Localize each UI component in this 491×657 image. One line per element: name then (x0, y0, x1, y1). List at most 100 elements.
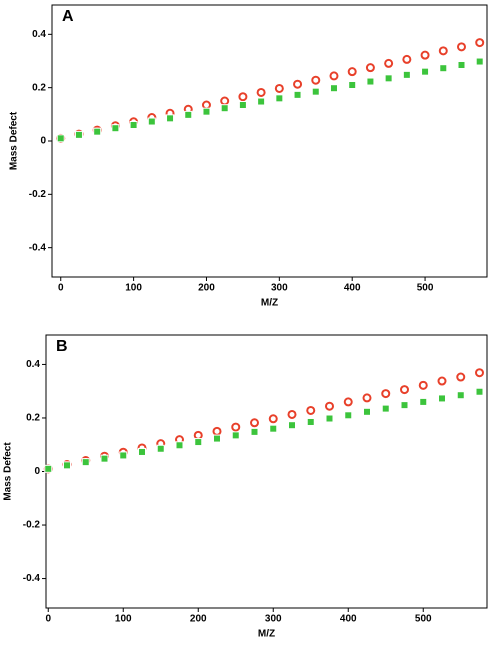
y-axis-label: Mass Defect (3, 442, 14, 501)
y-tick-label: 0 (40, 136, 46, 147)
x-tick-label: 500 (417, 283, 434, 294)
square-marker (325, 414, 334, 423)
square-marker (93, 127, 102, 136)
circle-marker (306, 405, 316, 415)
square-marker (156, 444, 165, 453)
x-tick-label: 400 (344, 283, 361, 294)
square-marker (363, 407, 371, 416)
square-marker (311, 87, 320, 96)
square-marker (129, 121, 138, 129)
square-marker (213, 434, 221, 443)
x-tick-label: 300 (265, 614, 282, 625)
square-marker (63, 461, 71, 470)
circle-marker (231, 422, 241, 432)
circle-marker (402, 54, 412, 64)
square-marker (475, 57, 484, 66)
square-marker (194, 438, 203, 447)
circle-marker (365, 63, 375, 73)
x-axis-label: M/Z (258, 629, 275, 640)
circle-marker (193, 430, 203, 440)
x-tick-label: 100 (125, 283, 142, 294)
square-marker (100, 454, 109, 463)
y-tick-label: 0.4 (26, 359, 40, 370)
circle-marker (420, 50, 430, 60)
square-marker (250, 427, 259, 436)
circle-marker (325, 401, 334, 411)
square-marker (184, 110, 193, 119)
circle-marker (437, 376, 447, 386)
square-marker (119, 451, 128, 460)
square-marker (306, 417, 315, 426)
square-marker (81, 458, 90, 467)
panel-label: B (56, 338, 68, 355)
y-tick-label: -0.2 (29, 189, 47, 200)
plot-frame (45, 334, 488, 609)
square-marker (366, 77, 375, 86)
x-tick-label: 200 (190, 614, 207, 625)
circle-marker (475, 38, 485, 48)
y-tick-label: -0.4 (23, 573, 41, 584)
circle-marker (287, 409, 297, 419)
circle-marker (201, 100, 211, 110)
plot-frame (51, 4, 488, 278)
circle-marker (311, 75, 321, 85)
square-marker (419, 397, 428, 406)
square-marker (293, 90, 302, 99)
square-marker (231, 431, 240, 440)
circle-marker (362, 393, 372, 403)
square-marker (44, 464, 53, 473)
y-tick-label: 0 (34, 466, 40, 477)
square-marker (175, 441, 184, 450)
square-marker (202, 107, 211, 116)
square-marker (402, 70, 411, 79)
y-tick-label: 0.4 (32, 29, 46, 40)
y-axis-label: Mass Defect (9, 111, 20, 170)
square-marker (439, 64, 448, 73)
square-marker (384, 74, 393, 83)
x-tick-label: 200 (198, 283, 215, 294)
square-marker (111, 124, 120, 133)
square-marker (288, 421, 296, 430)
square-marker (238, 101, 247, 109)
circle-marker (418, 380, 428, 390)
circle-marker (343, 397, 353, 407)
x-tick-label: 0 (45, 614, 51, 625)
square-marker (456, 391, 465, 400)
panel-label: A (62, 8, 74, 25)
circle-marker (212, 426, 222, 436)
y-tick-label: 0.2 (32, 82, 46, 93)
square-marker (475, 387, 484, 396)
y-tick-label: 0.2 (26, 413, 40, 424)
square-marker (147, 117, 156, 126)
circle-marker (268, 414, 278, 424)
square-marker (220, 104, 229, 113)
circle-marker (400, 385, 409, 395)
circle-marker (250, 418, 259, 428)
square-marker (381, 404, 390, 413)
square-marker (275, 94, 284, 103)
circle-marker (384, 58, 394, 68)
x-tick-label: 400 (340, 614, 357, 625)
circle-marker (438, 46, 448, 56)
square-marker (166, 114, 175, 123)
square-marker (138, 447, 146, 456)
x-tick-label: 300 (271, 283, 288, 294)
x-tick-label: 0 (58, 283, 64, 294)
circle-marker (293, 79, 303, 89)
square-marker (421, 67, 430, 76)
circle-marker (456, 42, 466, 52)
circle-marker (381, 389, 391, 399)
circle-marker (256, 87, 266, 97)
square-marker (257, 97, 266, 106)
square-marker (56, 134, 65, 143)
square-marker (74, 130, 83, 139)
circle-marker (220, 96, 230, 106)
x-axis-label: M/Z (261, 298, 278, 309)
circle-marker (475, 368, 484, 378)
circle-marker (274, 83, 284, 93)
square-marker (348, 81, 357, 89)
square-marker (438, 394, 446, 403)
circle-marker (238, 92, 248, 102)
square-marker (344, 411, 353, 420)
